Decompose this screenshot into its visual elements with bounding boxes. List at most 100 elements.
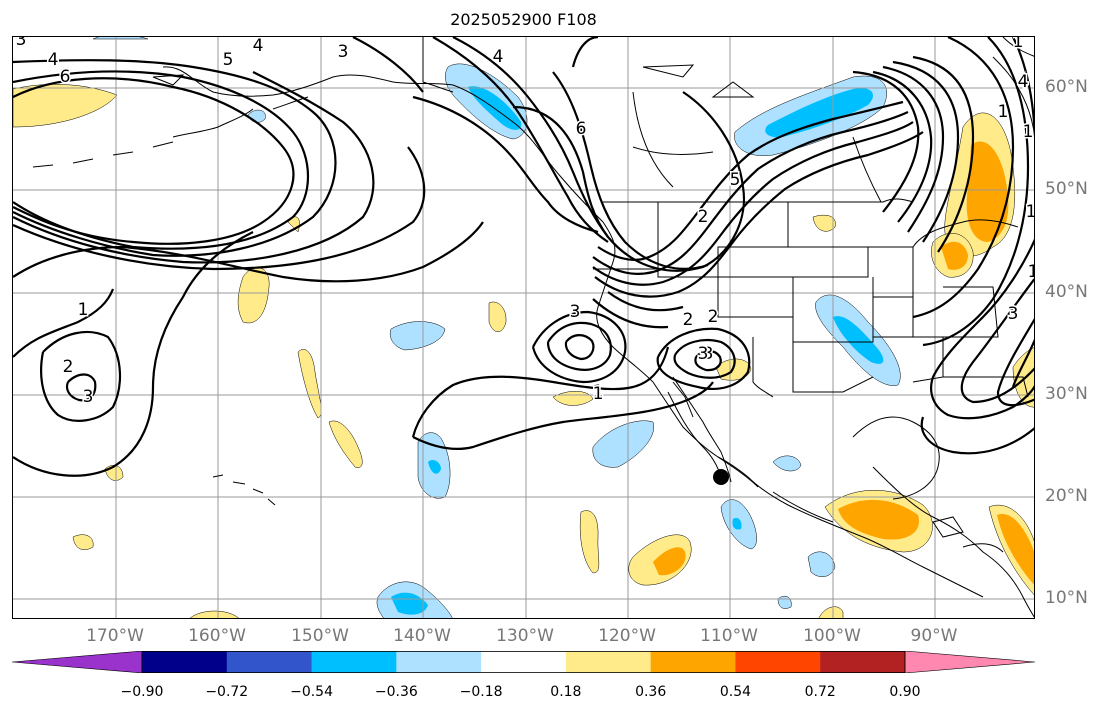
positive-anomaly-area (488, 301, 507, 332)
colorbar-tick-label: −0.54 (290, 684, 333, 700)
contour-label: 1 (593, 382, 604, 402)
contour-label: 3 (1008, 304, 1019, 324)
negative-anomaly-area (389, 321, 446, 351)
positive-anomaly-area (941, 241, 968, 270)
negative-anomaly-area (772, 455, 802, 472)
contour-label: 3 (83, 387, 94, 407)
longitude-label: 160°W (188, 626, 246, 646)
contour-label: 4 (1018, 72, 1029, 92)
colorbar-tick-label: −0.36 (374, 684, 418, 700)
contour-label: 3 (703, 344, 714, 364)
colorbar-under-arrow (12, 651, 143, 673)
longitude-label: 120°W (598, 626, 656, 646)
positive-anomaly-area (818, 606, 844, 618)
contour-label: 2 (698, 207, 709, 227)
colorbar-tick-label: 0.90 (889, 684, 921, 700)
graticule (13, 37, 1034, 618)
contour-label: 3 (570, 302, 581, 322)
colorbar-tick-label: 0.72 (804, 684, 836, 700)
contour-label: 5 (730, 170, 741, 190)
positive-anomaly-area (552, 391, 594, 406)
contour-label: 4 (493, 47, 504, 67)
latitude-label: 10°N (1045, 588, 1088, 608)
contour-label: 4 (253, 37, 264, 56)
contour-label: 1 (593, 384, 604, 404)
contour-label: 6 (576, 119, 587, 139)
positive-anomaly-area (297, 349, 322, 419)
contour-label: 3 (698, 344, 709, 364)
map-canvas: 344566543321123323123411111 (13, 37, 1035, 618)
negative-anomaly-area (592, 420, 655, 468)
colorbar-segment (396, 651, 482, 673)
contour-labels: 344566543321123323123411111 (14, 37, 1035, 409)
colorbar-tick-label: −0.18 (459, 684, 503, 700)
positive-anomaly-area (966, 141, 1009, 242)
positive-anomaly-area (812, 214, 836, 232)
contour-label: 5 (223, 50, 234, 70)
chart-title: 2025052900 F108 (450, 10, 597, 29)
map-panel: 344566543321123323123411111 (12, 36, 1035, 619)
negative-anomaly-area (92, 37, 149, 40)
positive-anomaly-area (72, 534, 94, 550)
positive-anomaly-area (190, 610, 239, 618)
colorbar-segment (650, 651, 736, 673)
negative-anomaly-area (732, 517, 742, 530)
storm-center-marker (713, 469, 729, 485)
shading-layer (13, 37, 1034, 618)
negative-anomaly-area (391, 592, 428, 615)
colorbar-over-arrow (904, 651, 1035, 673)
colorbar-tick-label: −0.72 (205, 684, 249, 700)
positive-anomaly-area (579, 510, 600, 574)
colorbar-outline (141, 651, 906, 673)
colorbar-segment (820, 651, 906, 673)
colorbar-segment (735, 651, 821, 673)
contour-label: 1 (1013, 37, 1024, 52)
colorbar-segment (565, 651, 652, 673)
negative-anomaly-area (833, 316, 884, 364)
latitude-label: 60°N (1045, 77, 1088, 97)
colorbar-segment (226, 651, 313, 673)
positive-anomaly-area (328, 420, 363, 468)
longitude-label: 170°W (86, 626, 144, 646)
latitude-label: 20°N (1045, 486, 1088, 506)
colorbar (12, 651, 1035, 673)
colorbar-tick-label: 0.54 (719, 684, 752, 700)
positive-anomaly-area (838, 499, 919, 540)
colorbar-tick-label: 0.18 (550, 684, 582, 700)
contour-label: 1 (1026, 202, 1035, 222)
contour-label: 1 (998, 102, 1009, 122)
coastlines (32, 37, 1034, 618)
latitude-label: 40°N (1045, 282, 1088, 302)
negative-anomaly-area (777, 596, 792, 609)
contour-label: 1 (1028, 262, 1035, 282)
longitude-label: 130°W (496, 626, 554, 646)
latitude-label: 30°N (1045, 384, 1088, 404)
colorbar-tick-label: 0.36 (635, 684, 667, 700)
contour-label: 6 (60, 67, 71, 87)
contour-label: 3 (16, 37, 27, 50)
negative-anomaly-area (807, 551, 836, 577)
positive-anomaly-area (997, 514, 1034, 585)
contour-label: 1 (1023, 122, 1034, 142)
longitude-label: 100°W (803, 626, 861, 646)
positive-anomaly-area (237, 267, 270, 324)
colorbar-tick-label: −0.90 (120, 684, 164, 700)
contours (13, 37, 1034, 477)
colorbar-segment (142, 651, 228, 673)
contour-label: 4 (48, 50, 59, 70)
latitude-label: 50°N (1045, 179, 1088, 199)
colorbar-segment (311, 651, 397, 673)
longitude-label: 110°W (700, 626, 758, 646)
negative-anomaly-area (247, 109, 266, 123)
colorbar-segment (481, 651, 567, 673)
contour-label: 2 (708, 307, 719, 327)
contour-label: 2 (683, 310, 694, 330)
negative-anomaly-area (428, 459, 441, 474)
negative-anomaly-area (765, 88, 873, 138)
contour-label: 1 (78, 300, 89, 320)
longitude-label: 150°W (291, 626, 349, 646)
positive-anomaly-area (653, 547, 686, 576)
longitude-label: 90°W (910, 626, 958, 646)
contour-label: 2 (63, 357, 74, 377)
longitude-label: 140°W (393, 626, 451, 646)
